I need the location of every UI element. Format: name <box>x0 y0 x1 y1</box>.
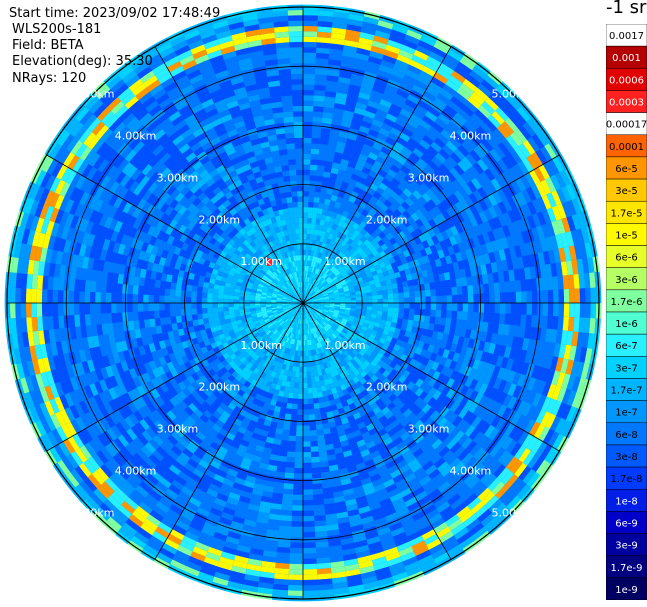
colorbar-label-0: 0.0017 <box>609 31 644 42</box>
polar-grid <box>6 6 600 600</box>
range-label-45-4: 4.00km <box>450 130 492 143</box>
colorbar-label-1: 0.001 <box>612 53 641 64</box>
device-label: WLS200s-181 <box>12 22 102 37</box>
colorbar-label-3: 0.0003 <box>609 98 644 109</box>
spoke-60 <box>302 154 560 304</box>
colorbar-label-20: 1.7e-8 <box>610 474 642 485</box>
range-label-135-5: 5.00km <box>492 506 534 519</box>
colorbar-label-2: 0.0006 <box>609 75 644 86</box>
range-label-45-1: 1.00km <box>324 255 366 268</box>
spoke-150 <box>302 302 452 560</box>
elevation-label: Elevation(deg): 35.30 <box>12 54 153 69</box>
range-label-315-1: 1.00km <box>240 255 282 268</box>
spoke-30 <box>302 46 452 304</box>
colorbar-label-22: 6e-9 <box>615 518 638 529</box>
colorbar-label-15: 3e-7 <box>615 363 638 374</box>
colorbar-label-4: 0.00017 <box>606 120 647 131</box>
range-label-315-2: 2.00km <box>198 213 240 226</box>
range-label-135-3: 3.00km <box>408 423 450 436</box>
colorbar-label-11: 3e-6 <box>615 275 638 286</box>
range-label-225-2: 2.00km <box>198 381 240 394</box>
range-label-225-4: 4.00km <box>115 464 157 477</box>
start-time-label: Start time: 2023/09/02 17:48:49 <box>9 6 221 21</box>
range-label-225-5: 5.00km <box>73 506 115 519</box>
range-label-315-3: 3.00km <box>157 171 199 184</box>
field-label: Field: BETA <box>12 38 84 53</box>
range-label-45-2: 2.00km <box>366 213 408 226</box>
spoke-210 <box>154 302 304 560</box>
colorbar-label-5: 0.0001 <box>609 142 644 153</box>
range-label-225-3: 3.00km <box>157 423 199 436</box>
range-label-45-3: 3.00km <box>408 171 450 184</box>
range-label-315-5: 5.00km <box>73 88 115 101</box>
colorbar-label-16: 1.7e-7 <box>610 386 642 397</box>
hot-spot-1 <box>264 258 273 267</box>
colorbar-label-17: 1e-7 <box>615 408 638 419</box>
colorbar-label-14: 6e-7 <box>615 341 638 352</box>
spoke-120 <box>302 302 560 452</box>
range-label-135-4: 4.00km <box>450 464 492 477</box>
colorbar-label-12: 1.7e-6 <box>610 297 642 308</box>
colorbar-label-13: 1e-6 <box>615 319 638 330</box>
colorbar-label-7: 3e-5 <box>615 186 638 197</box>
colorbar-label-25: 1e-9 <box>615 585 638 596</box>
range-label-225-1: 1.00km <box>240 339 282 352</box>
colorbar-label-21: 1e-8 <box>615 496 638 507</box>
range-labels: 1.00km 2.00km 3.00km 4.00km 5.00km 1.00km 2.00… <box>73 88 533 520</box>
colorbar-title: -1 sr <box>606 0 647 18</box>
colorbar-label-19: 3e-8 <box>615 452 638 463</box>
nrays-label: NRays: 120 <box>12 71 87 86</box>
colorbar-label-24: 1.7e-9 <box>610 563 642 574</box>
colorbar-label-6: 6e-5 <box>615 164 638 175</box>
colorbar-label-8: 1.7e-5 <box>610 208 642 219</box>
spoke-330 <box>154 46 304 304</box>
range-label-45-5: 5.00km <box>492 88 534 101</box>
ppi-plot: 1.00km 2.00km 3.00km 4.00km 5.00km 1.00km 2.00… <box>4 4 602 602</box>
colorbar-label-10: 6e-6 <box>615 253 638 264</box>
colorbar-label-9: 1e-5 <box>615 230 638 241</box>
range-label-135-2: 2.00km <box>366 381 408 394</box>
colorbar-label-23: 3e-9 <box>615 541 638 552</box>
range-label-135-1: 1.00km <box>324 339 366 352</box>
spoke-240 <box>46 302 304 452</box>
colorbar: 0.0017 0.001 0.0006 0.0003 0.00017 0.0001 6e-5… <box>606 24 647 600</box>
range-label-315-4: 4.00km <box>115 130 157 143</box>
colorbar-label-18: 6e-8 <box>615 430 638 441</box>
spoke-300 <box>46 154 304 304</box>
